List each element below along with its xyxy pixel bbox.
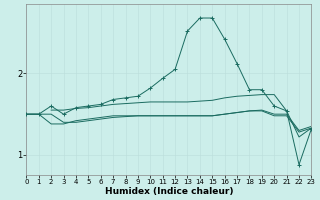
X-axis label: Humidex (Indice chaleur): Humidex (Indice chaleur): [105, 187, 233, 196]
